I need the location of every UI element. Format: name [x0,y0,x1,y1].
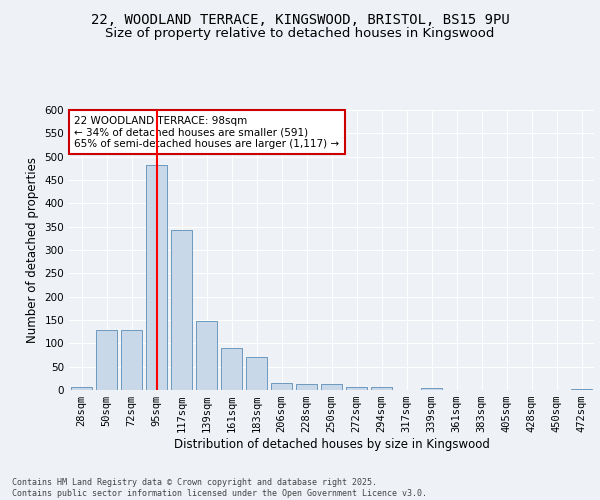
Text: 22 WOODLAND TERRACE: 98sqm
← 34% of detached houses are smaller (591)
65% of sem: 22 WOODLAND TERRACE: 98sqm ← 34% of deta… [74,116,340,149]
Bar [71,386,92,390]
Bar [171,230,192,390]
Bar [271,382,292,390]
Text: 22, WOODLAND TERRACE, KINGSWOOD, BRISTOL, BS15 9PU: 22, WOODLAND TERRACE, KINGSWOOD, BRISTOL… [91,12,509,26]
Bar [121,330,142,390]
Bar [371,387,392,390]
Bar [96,330,117,390]
Bar [146,164,167,390]
Bar [321,384,342,390]
Text: Size of property relative to detached houses in Kingswood: Size of property relative to detached ho… [106,28,494,40]
Text: Contains HM Land Registry data © Crown copyright and database right 2025.
Contai: Contains HM Land Registry data © Crown c… [12,478,427,498]
Bar [571,388,592,390]
Bar [346,387,367,390]
Bar [296,384,317,390]
Bar [421,388,442,390]
X-axis label: Distribution of detached houses by size in Kingswood: Distribution of detached houses by size … [173,438,490,451]
Bar [246,358,267,390]
Y-axis label: Number of detached properties: Number of detached properties [26,157,39,343]
Bar [196,321,217,390]
Bar [221,348,242,390]
